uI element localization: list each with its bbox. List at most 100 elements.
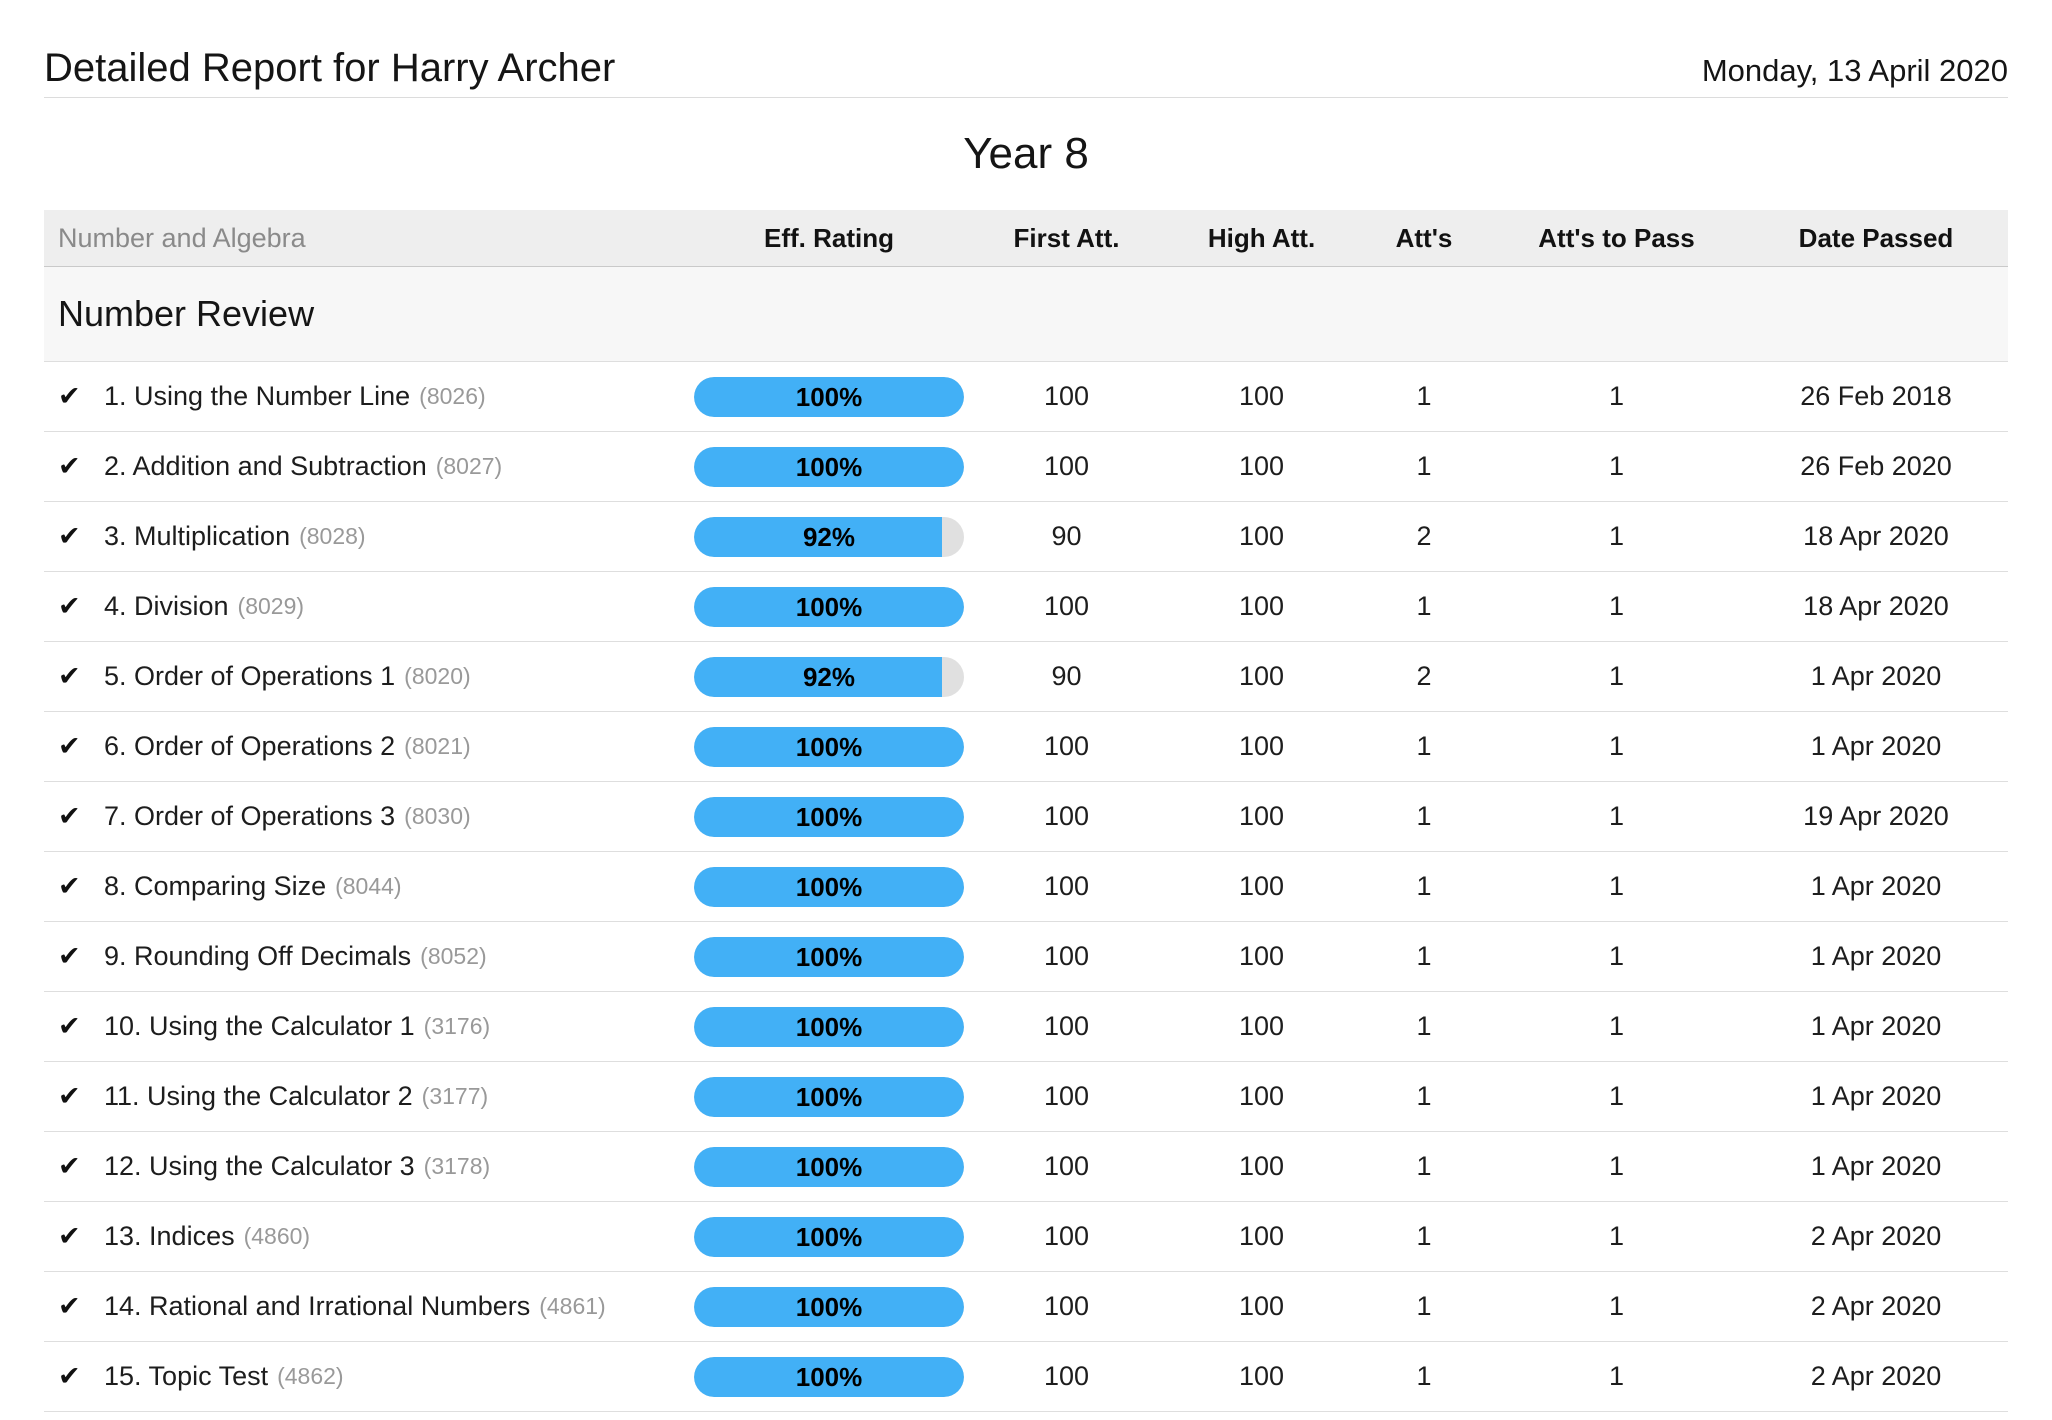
atts-value: 1: [1416, 1011, 1432, 1041]
eff-rating-cell: 92%: [689, 516, 969, 557]
first-att-value: 100: [1043, 381, 1090, 411]
table-row: ✔ 4. Division (8029) 100% 100 100 1 1 18…: [44, 572, 2008, 642]
atts-value: 1: [1416, 381, 1432, 411]
high-att-value: 100: [1238, 801, 1285, 831]
first-att-value: 100: [1043, 1081, 1090, 1111]
page-title: Detailed Report for Harry Archer: [44, 46, 616, 90]
high-att-value: 100: [1238, 1081, 1285, 1111]
date-passed-value: 2 Apr 2020: [1810, 1291, 1942, 1321]
eff-rating-cell: 100%: [689, 1146, 969, 1187]
atts-to-pass-value: 1: [1608, 1011, 1625, 1041]
check-icon: ✔: [58, 1151, 81, 1182]
check-icon: ✔: [58, 731, 81, 762]
table-header-row: Number and Algebra Eff. Rating First Att…: [44, 210, 2008, 267]
topic-label: 2. Addition and Subtraction: [104, 451, 427, 481]
atts-value: 1: [1416, 1221, 1432, 1251]
eff-rating-bar-fill: [694, 656, 943, 697]
topic-code: (8028): [299, 523, 366, 549]
report-page: Detailed Report for Harry Archer Monday,…: [44, 0, 2008, 1412]
table-row: ✔ 13. Indices (4860) 100% 100 100 1 1 2 …: [44, 1202, 2008, 1272]
grade-table: Number and Algebra Eff. Rating First Att…: [44, 210, 2008, 1412]
eff-rating-cell: 100%: [689, 936, 969, 977]
first-att-value: 90: [1051, 661, 1082, 691]
eff-rating-bar-fill: [694, 586, 964, 627]
high-att-value: 100: [1238, 1011, 1285, 1041]
table-row: ✔ 1. Using the Number Line (8026) 100% 1…: [44, 362, 2008, 432]
topic-label: 15. Topic Test: [104, 1361, 269, 1391]
topic-code: (3177): [421, 1083, 489, 1109]
check-icon: ✔: [58, 521, 81, 552]
report-header: Detailed Report for Harry Archer Monday,…: [44, 0, 2008, 98]
check-icon: ✔: [58, 941, 81, 972]
eff-rating-label: 100%: [795, 1151, 863, 1182]
eff-rating-bar-fill: [694, 1356, 964, 1397]
eff-rating-bar-fill: [694, 796, 964, 837]
date-passed-value: 18 Apr 2020: [1803, 521, 1949, 551]
first-att-value: 100: [1043, 451, 1090, 481]
first-att-value: 100: [1043, 1291, 1090, 1321]
eff-rating-bar-fill: [694, 1076, 964, 1117]
eff-rating-label: 100%: [795, 871, 863, 902]
eff-rating-bar: 92%: [694, 516, 964, 557]
high-att-value: 100: [1238, 1151, 1285, 1181]
topic-code: (8044): [335, 873, 402, 899]
atts-to-pass-value: 1: [1608, 1081, 1625, 1111]
table-row: ✔ 10. Using the Calculator 1 (3176) 100%…: [44, 992, 2008, 1062]
table-body: ✔ 1. Using the Number Line (8026) 100% 1…: [44, 362, 2008, 1412]
topic-code: (8021): [404, 733, 471, 759]
topic-code: (8052): [420, 943, 487, 969]
eff-rating-label: 100%: [795, 451, 863, 482]
eff-rating-label: 100%: [795, 1081, 863, 1112]
topic-cell: ✔ 5. Order of Operations 1 (8020): [44, 661, 689, 692]
high-att-value: 100: [1238, 941, 1285, 971]
high-att-value: 100: [1238, 1221, 1285, 1251]
atts-to-pass-value: 1: [1608, 941, 1625, 971]
eff-rating-bar: 100%: [694, 446, 964, 487]
topic-cell: ✔ 6. Order of Operations 2 (8021): [44, 731, 689, 762]
eff-rating-bar-fill: [694, 726, 964, 767]
eff-rating-label: 100%: [795, 1011, 863, 1042]
topic-code: (4860): [243, 1223, 311, 1249]
table-row: ✔ 12. Using the Calculator 3 (3178) 100%…: [44, 1132, 2008, 1202]
table-row: ✔ 11. Using the Calculator 2 (3177) 100%…: [44, 1062, 2008, 1132]
first-att-value: 100: [1043, 731, 1090, 761]
check-icon: ✔: [58, 591, 81, 622]
eff-rating-bar: 92%: [694, 656, 964, 697]
first-att-value: 100: [1043, 1221, 1090, 1251]
atts-value: 1: [1416, 941, 1432, 971]
topic-cell: ✔ 3. Multiplication (8028): [44, 521, 689, 552]
topic-code: (8029): [237, 593, 305, 619]
atts-value: 1: [1416, 451, 1432, 481]
topic-cell: ✔ 4. Division (8029): [44, 591, 689, 622]
eff-rating-cell: 100%: [689, 1076, 969, 1117]
topic-label: 13. Indices: [104, 1221, 235, 1251]
high-att-value: 100: [1238, 591, 1285, 621]
table-row: ✔ 2. Addition and Subtraction (8027) 100…: [44, 432, 2008, 502]
eff-rating-bar-fill: [694, 1146, 964, 1187]
eff-rating-bar-fill: [694, 866, 964, 907]
topic-code: (3176): [423, 1013, 491, 1039]
atts-value: 1: [1416, 801, 1432, 831]
table-row: ✔ 15. Topic Test (4862) 100% 100 100 1 1…: [44, 1342, 2008, 1412]
eff-rating-bar: 100%: [694, 1006, 964, 1047]
date-passed-value: 1 Apr 2020: [1810, 1151, 1942, 1181]
col-header-eff-rating: Eff. Rating: [764, 222, 894, 253]
atts-to-pass-value: 1: [1608, 731, 1625, 761]
topic-label: 4. Division: [104, 591, 229, 621]
check-icon: ✔: [58, 661, 81, 692]
date-passed-value: 1 Apr 2020: [1810, 731, 1942, 761]
topic-label: 8. Comparing Size: [104, 871, 327, 901]
atts-value: 2: [1416, 661, 1432, 691]
topic-label: 11. Using the Calculator 2: [104, 1081, 413, 1111]
check-icon: ✔: [58, 381, 81, 412]
col-header-atts: Att's: [1395, 222, 1453, 253]
eff-rating-label: 100%: [795, 731, 863, 762]
topic-label: 1. Using the Number Line: [104, 381, 411, 411]
topic-label: 3. Multiplication: [104, 521, 291, 551]
eff-rating-cell: 100%: [689, 376, 969, 417]
eff-rating-cell: 100%: [689, 1216, 969, 1257]
high-att-value: 100: [1238, 871, 1285, 901]
high-att-value: 100: [1238, 1291, 1285, 1321]
eff-rating-cell: 100%: [689, 1286, 969, 1327]
date-passed-value: 1 Apr 2020: [1810, 1081, 1942, 1111]
